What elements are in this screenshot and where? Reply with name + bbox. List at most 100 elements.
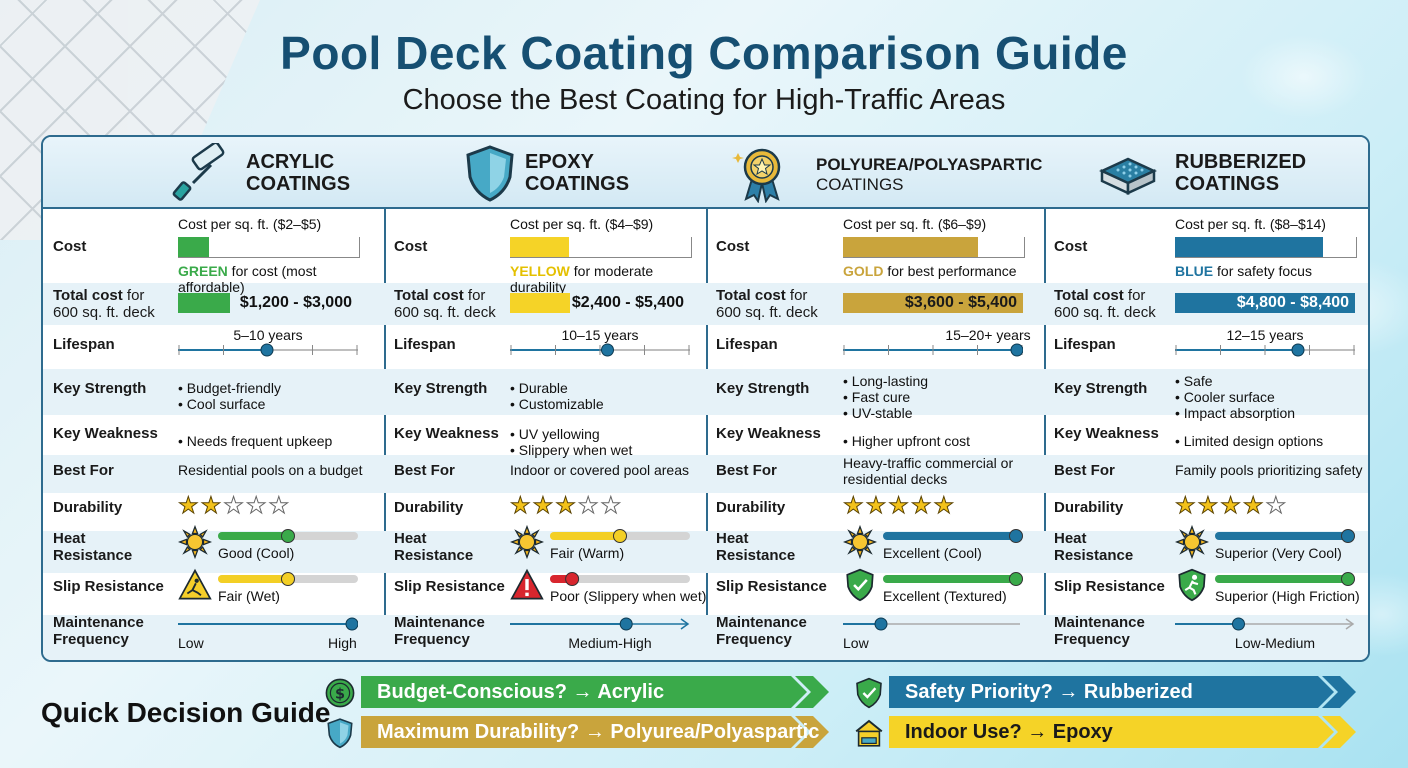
best-for-line: Residential pools on a budget xyxy=(178,462,363,478)
column-header: POLYUREA/POLYASPARTIC COATINGS xyxy=(706,137,1044,209)
key-strength-item: • Customizable xyxy=(510,396,604,412)
key-strength-item: • Fast cure xyxy=(843,389,911,405)
column-rubberized: RUBBERIZED COATINGS Cost Total cost for 600 … xyxy=(1044,137,1368,660)
row-label-text: Best For xyxy=(53,462,114,479)
row-label-text: Maintenance xyxy=(394,614,485,631)
row-label-text: Key Strength xyxy=(394,380,488,397)
heat-resistance-meter xyxy=(883,529,1023,543)
slip-resistance-label: Fair (Wet) xyxy=(218,588,280,604)
slip-resistance-meter xyxy=(550,572,690,586)
row-label-text: Key Weakness xyxy=(1054,425,1159,442)
row-label-heat: Heat Resistance xyxy=(53,530,132,564)
row-label-strength: Key Strength xyxy=(53,380,146,397)
column-title-line2: COATINGS xyxy=(246,173,351,195)
row-label-text: Lifespan xyxy=(1054,336,1116,353)
lifespan-value: 12–15 years xyxy=(1226,327,1304,343)
decision-banner[interactable]: Safety Priority? → Rubberized xyxy=(889,676,1366,708)
award-medal-icon xyxy=(732,143,792,204)
sun-icon xyxy=(177,524,213,560)
key-weakness-list: • Needs frequent upkeep xyxy=(178,433,332,449)
star-filled-icon: ★ xyxy=(178,492,201,518)
row-label-bold: Total cost xyxy=(1054,287,1124,304)
column-title-line2: COATINGS xyxy=(816,175,904,194)
star-filled-icon: ★ xyxy=(910,492,934,518)
row-label-cost: Cost xyxy=(716,238,749,255)
shield-check-icon xyxy=(853,677,885,709)
row-label-maintenance: Maintenance Frequency xyxy=(1054,614,1145,648)
row-label-best-for: Best For xyxy=(53,462,114,479)
row-label-heat: Heat Resistance xyxy=(716,530,795,564)
row-label-text: 600 sq. ft. deck xyxy=(53,304,155,321)
row-label-best-for: Best For xyxy=(1054,462,1115,479)
row-label-text: Best For xyxy=(1054,462,1115,479)
rubber-pad-icon xyxy=(1098,143,1158,203)
row-label-total: Total cost for 600 sq. ft. deck xyxy=(716,287,818,321)
column-title-line2: COATINGS xyxy=(525,173,630,195)
row-label-text: Best For xyxy=(716,462,777,479)
row-best xyxy=(43,455,384,493)
wet-floor-sign-icon xyxy=(178,568,212,602)
key-weakness-item: • Needs frequent upkeep xyxy=(178,433,333,449)
row-label-strength: Key Strength xyxy=(1054,380,1147,397)
row-label-maintenance: Maintenance Frequency xyxy=(394,614,485,648)
decision-banner[interactable]: Maximum Durability? → Polyurea/Polyaspar… xyxy=(361,716,839,748)
decision-banner[interactable]: Budget-Conscious? → Acrylic xyxy=(361,676,839,708)
color-legend: YELLOW for moderate durability xyxy=(510,263,706,295)
color-note: for cost (most affordable) xyxy=(178,263,317,295)
slip-resistance-label: Excellent (Textured) xyxy=(883,588,1007,604)
row-label-durability: Durability xyxy=(1054,499,1123,516)
column-title: POLYUREA/POLYASPARTIC COATINGS xyxy=(816,155,1042,195)
row-label-durability: Durability xyxy=(394,499,463,516)
best-for-text: Residential pools on a budget xyxy=(178,462,362,478)
star-filled-icon: ★ xyxy=(1220,492,1243,518)
lifespan-slider xyxy=(1175,343,1355,357)
row-strength xyxy=(384,369,706,415)
row-label-text: Cost xyxy=(1054,238,1088,255)
star-filled-icon: ★ xyxy=(1175,492,1198,518)
column-header: EPOXY COATINGS xyxy=(384,137,706,209)
row-label-bold: Total cost xyxy=(53,287,123,304)
indoor-pool-icon xyxy=(853,717,885,749)
row-strength xyxy=(1044,369,1368,415)
row-label-text: Durability xyxy=(53,499,123,516)
total-cost-value: $4,800 - $8,400 xyxy=(1175,293,1355,313)
row-label-bold: Total cost xyxy=(716,287,786,304)
maintenance-slider xyxy=(843,617,1023,631)
column-header: RUBBERIZED COATINGS xyxy=(1044,137,1368,209)
row-label-text: Key Weakness xyxy=(53,425,158,442)
best-for-line: Family pools prioritizing safety xyxy=(1175,462,1363,478)
decision-banner-label: Indoor Use? → Epoxy xyxy=(905,721,1113,743)
color-word: GOLD xyxy=(843,263,884,279)
star-filled-icon: ★ xyxy=(532,492,556,518)
row-label-slip: Slip Resistance xyxy=(394,578,505,595)
row-label-text: Lifespan xyxy=(716,336,778,353)
total-cost-value: $2,400 - $5,400 xyxy=(571,294,684,311)
key-strength-item: • Safe xyxy=(1175,373,1213,389)
row-label-slip: Slip Resistance xyxy=(716,578,827,595)
key-strength-item: • UV-stable xyxy=(843,405,913,421)
row-label-best-for: Best For xyxy=(716,462,777,479)
cost-per-sqft: Cost per sq. ft. ($8–$14) xyxy=(1175,216,1326,232)
row-label-text: Best For xyxy=(394,462,455,479)
row-label-text: Cost xyxy=(394,238,428,255)
slip-resistance-label: Poor (Slippery when wet) xyxy=(550,588,707,604)
cost-bar-fill xyxy=(843,237,978,257)
star-filled-icon: ★ xyxy=(1242,492,1266,518)
column-title: EPOXY COATINGS xyxy=(525,151,629,195)
shield-check-icon xyxy=(843,568,877,602)
heat-resistance-label: Good (Cool) xyxy=(218,545,295,561)
star-empty-icon: ★ xyxy=(577,492,601,518)
quick-guide-title: Quick Decision Guide xyxy=(41,697,331,728)
maintenance-slider xyxy=(1175,617,1355,631)
row-strength xyxy=(706,369,1044,415)
star-filled-icon: ★ xyxy=(865,492,889,518)
row-label-cost: Cost xyxy=(394,238,427,255)
row-label-normal: for xyxy=(122,287,145,304)
slip-resistance-meter xyxy=(1215,572,1355,586)
row-label-strength: Key Strength xyxy=(716,380,809,397)
row-label-text: Key Weakness xyxy=(394,425,499,442)
decision-banner[interactable]: Indoor Use? → Epoxy xyxy=(889,716,1366,748)
shield-icon xyxy=(460,143,520,203)
lifespan-value: 15–20+ years xyxy=(945,327,1031,343)
total-cost-swatch xyxy=(178,293,230,313)
